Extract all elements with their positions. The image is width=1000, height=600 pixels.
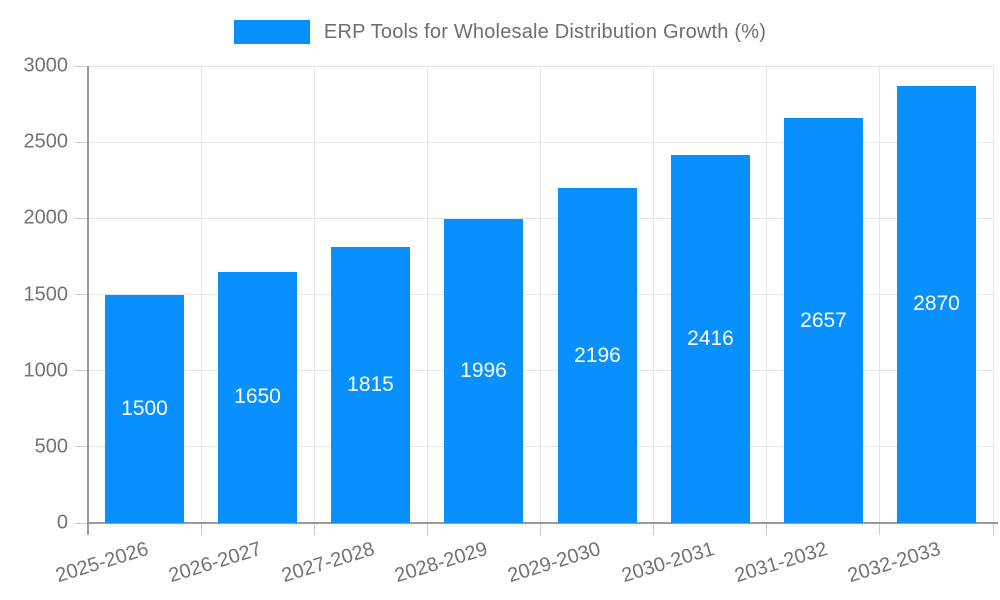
y-axis-tick-label: 2500 [23,130,69,153]
bar-value-label: 2196 [574,343,621,367]
x-axis-tick [766,523,768,535]
x-axis-tick-label: 2029-2030 [505,538,604,588]
x-gridline [426,66,428,523]
bar: 1650 [218,271,297,523]
x-axis-tick [653,523,655,535]
bar: 2416 [671,154,750,523]
y-axis-line [87,66,89,535]
bar-value-label: 2870 [913,292,960,316]
bar-value-label: 1500 [121,396,168,420]
legend: ERP Tools for Wholesale Distribution Gro… [0,16,1000,48]
bar-value-label: 1650 [234,385,281,409]
x-axis-tick-label: 2028-2029 [392,538,491,588]
y-axis-tick [75,522,88,524]
y-axis-tick-label: 0 [56,511,68,534]
y-axis-tick-label: 500 [34,435,68,458]
x-axis-tick-label: 2027-2028 [279,538,378,588]
x-gridline [992,66,994,523]
bar: 1815 [331,246,410,523]
x-axis-tick [200,523,202,535]
bar: 2196 [558,188,637,523]
bar-value-label: 1815 [347,372,394,396]
y-axis-tick-label: 1500 [23,283,69,305]
x-axis-tick [879,523,881,535]
y-axis-tick [75,446,88,448]
bar-value-label: 2416 [687,326,734,350]
y-axis-tick [75,217,88,219]
y-axis-tick [75,141,88,143]
x-gridline [540,66,541,523]
x-axis-tick-label: 2030-2031 [618,538,717,588]
y-axis-tick-label: 1000 [23,359,69,382]
x-gridline [766,66,768,523]
x-axis-tick [992,523,994,535]
bar: 2870 [897,85,976,523]
x-gridline [200,66,202,523]
y-axis-tick-label: 2000 [23,206,69,229]
x-axis-tick-label: 2032-2033 [844,538,943,588]
x-axis-tick-label: 2031-2032 [731,538,830,588]
x-axis-line [87,522,998,524]
x-axis-tick-label: 2025-2026 [53,538,151,588]
x-axis-tick [540,523,541,535]
y-axis-tick [75,370,88,372]
x-gridline [879,66,881,523]
y-axis-tick [75,65,88,67]
bar-value-label: 1996 [460,358,507,382]
y-axis-tick [75,294,88,295]
bar: 1996 [444,218,523,523]
chart-title: ERP Tools for Wholesale Distribution Gro… [323,20,767,43]
x-gridline [313,66,315,523]
legend-swatch [233,20,310,44]
x-axis-tick [426,523,428,535]
x-gridline [653,66,655,523]
bar: 2657 [784,118,863,523]
x-axis-tick [313,523,315,535]
y-axis-tick-label: 3000 [23,54,69,77]
x-axis-tick-label: 2026-2027 [166,538,265,588]
bar: 1500 [105,294,184,523]
bar-value-label: 2657 [800,308,847,332]
